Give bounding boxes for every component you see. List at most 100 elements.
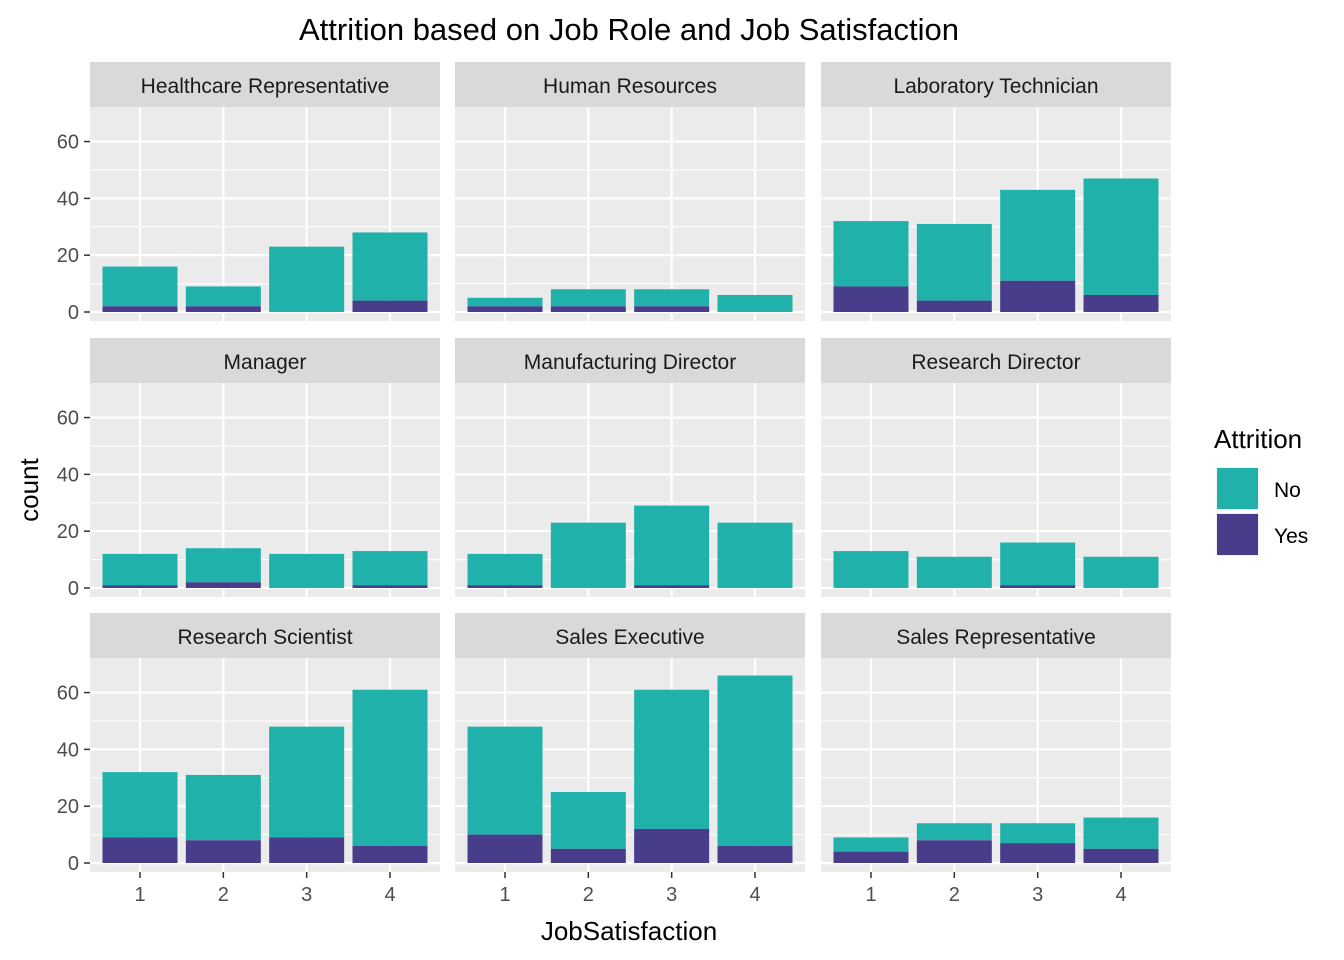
x-tick-label: 2 bbox=[583, 884, 594, 906]
x-tick-label: 4 bbox=[749, 884, 760, 906]
bar-no bbox=[352, 232, 428, 301]
y-tick-label: 40 bbox=[57, 464, 79, 486]
x-axis-title: JobSatisfaction bbox=[541, 916, 717, 946]
x-tick-label: 3 bbox=[666, 884, 677, 906]
facet-panel: Sales Executive 1 2 3 4 bbox=[455, 613, 805, 906]
bar-no bbox=[185, 548, 261, 583]
chart-title: Attrition based on Job Role and Job Sati… bbox=[299, 12, 959, 47]
bar-yes bbox=[467, 585, 543, 588]
bar-no bbox=[1000, 189, 1076, 281]
facet-title: Healthcare Representative bbox=[141, 75, 390, 98]
facet-title: Sales Representative bbox=[896, 626, 1096, 649]
legend-key-swatch bbox=[1217, 514, 1258, 555]
bar-yes bbox=[1000, 280, 1076, 312]
facet-panel: Human Resources bbox=[455, 62, 805, 321]
bar-yes bbox=[352, 845, 428, 863]
bar-yes bbox=[1000, 843, 1076, 863]
bar-yes bbox=[833, 286, 909, 312]
bar-yes bbox=[916, 300, 992, 312]
facet-panel: Manager 0 20 40 60 bbox=[57, 338, 440, 600]
bar-no bbox=[717, 675, 793, 846]
bar-yes bbox=[550, 306, 626, 312]
facet-strip bbox=[821, 338, 1171, 383]
bar-no bbox=[102, 553, 178, 586]
legend-label: Yes bbox=[1274, 525, 1308, 548]
legend-key-swatch bbox=[1217, 468, 1258, 509]
bar-no bbox=[1083, 178, 1159, 295]
bar-no bbox=[185, 286, 261, 307]
facet-strip bbox=[90, 613, 440, 658]
facet-panel: Laboratory Technician bbox=[821, 62, 1171, 321]
bar-yes bbox=[1083, 294, 1159, 312]
bar-yes bbox=[634, 828, 710, 863]
bar-yes bbox=[185, 840, 261, 863]
y-tick-label: 0 bbox=[68, 578, 79, 600]
bar-no bbox=[634, 689, 710, 829]
y-axis-title: count bbox=[14, 457, 44, 521]
bar-yes bbox=[916, 840, 992, 863]
bar-no bbox=[550, 791, 626, 849]
bar-no bbox=[102, 266, 178, 307]
facet-strip bbox=[90, 338, 440, 383]
x-tick-label: 1 bbox=[865, 884, 876, 906]
facet-panel: Manufacturing Director bbox=[455, 338, 805, 597]
x-tick-label: 3 bbox=[301, 884, 312, 906]
y-tick-label: 20 bbox=[57, 521, 79, 543]
bar-yes bbox=[1083, 848, 1159, 863]
bar-yes bbox=[185, 582, 261, 588]
y-tick-label: 60 bbox=[57, 408, 79, 430]
facet-title: Laboratory Technician bbox=[893, 75, 1098, 98]
bar-yes bbox=[269, 837, 345, 863]
bar-no bbox=[1083, 817, 1159, 849]
facet-title: Human Resources bbox=[543, 75, 717, 98]
bar-no bbox=[467, 297, 543, 307]
bar-yes bbox=[352, 300, 428, 312]
x-tick-label: 3 bbox=[1032, 884, 1043, 906]
facet-panel: Sales Representative 1 2 3 4 bbox=[821, 613, 1171, 906]
bar-no bbox=[467, 726, 543, 835]
bar-yes bbox=[102, 837, 178, 863]
bar-yes bbox=[467, 834, 543, 863]
facet-title: Sales Executive bbox=[555, 626, 704, 649]
bar-no bbox=[717, 522, 793, 588]
y-tick-label: 60 bbox=[57, 132, 79, 154]
y-tick-label: 40 bbox=[57, 739, 79, 761]
bar-no bbox=[916, 223, 992, 301]
bar-no bbox=[634, 289, 710, 307]
bar-no bbox=[185, 774, 261, 841]
facet-title: Manager bbox=[224, 351, 307, 374]
legend-label: No bbox=[1274, 479, 1301, 502]
y-tick-label: 0 bbox=[68, 853, 79, 875]
bar-no bbox=[833, 551, 909, 588]
bar-no bbox=[916, 823, 992, 841]
legend: Attrition No Yes bbox=[1214, 424, 1308, 556]
bar-yes bbox=[185, 306, 261, 312]
facet-strip bbox=[821, 62, 1171, 107]
facet-panel: Research Director bbox=[821, 338, 1171, 597]
bar-no bbox=[833, 837, 909, 852]
bar-no bbox=[467, 553, 543, 586]
facet-strip bbox=[455, 338, 805, 383]
bar-yes bbox=[102, 306, 178, 312]
bar-yes bbox=[634, 585, 710, 588]
bar-no bbox=[1000, 823, 1076, 844]
bar-no bbox=[916, 556, 992, 588]
bar-yes bbox=[352, 585, 428, 588]
x-tick-label: 1 bbox=[499, 884, 510, 906]
bar-no bbox=[269, 246, 345, 312]
facet-strip bbox=[90, 62, 440, 107]
bar-yes bbox=[833, 851, 909, 863]
bar-no bbox=[634, 505, 710, 586]
bar-no bbox=[269, 726, 345, 838]
panel-background bbox=[455, 107, 805, 321]
x-tick-label: 4 bbox=[1115, 884, 1126, 906]
facet-title: Research Scientist bbox=[177, 626, 352, 649]
bar-no bbox=[1083, 556, 1159, 588]
bar-yes bbox=[717, 845, 793, 863]
bar-yes bbox=[550, 848, 626, 863]
bar-yes bbox=[102, 585, 178, 588]
x-tick-label: 2 bbox=[218, 884, 229, 906]
bar-no bbox=[269, 553, 345, 588]
